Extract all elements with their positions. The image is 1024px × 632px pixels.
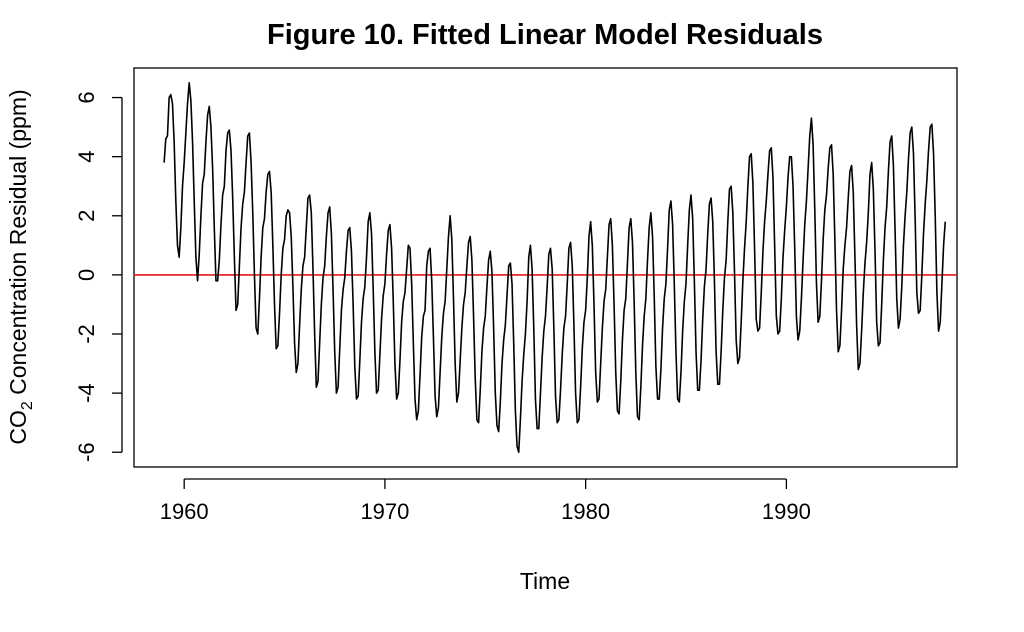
x-tick-label: 1990 bbox=[762, 499, 811, 524]
chart-title: Figure 10. Fitted Linear Model Residuals bbox=[267, 19, 823, 51]
x-axis-label: Time bbox=[520, 568, 570, 594]
x-axis: 1960 1970 1980 1990 bbox=[160, 478, 811, 524]
y-axis-label-suffix: Concentration Residual (ppm) bbox=[5, 89, 31, 401]
x-tick-label: 1970 bbox=[360, 499, 409, 524]
y-tick-label: 0 bbox=[74, 269, 99, 281]
y-tick-label: -4 bbox=[74, 383, 99, 403]
y-axis: -6 -4 -2 0 2 4 6 bbox=[74, 91, 123, 462]
y-tick-label: -6 bbox=[74, 442, 99, 462]
y-axis-label-subscript: 2 bbox=[19, 401, 36, 410]
x-tick-label: 1960 bbox=[160, 499, 209, 524]
series-line-residuals bbox=[163, 81, 947, 454]
y-tick-label: 6 bbox=[74, 91, 99, 103]
y-tick-label: 4 bbox=[74, 151, 99, 163]
y-axis-label: CO2 Concentration Residual (ppm) bbox=[5, 89, 36, 444]
x-tick-label: 1980 bbox=[561, 499, 610, 524]
y-tick-label: 2 bbox=[74, 210, 99, 222]
y-axis-label-prefix: CO bbox=[5, 410, 31, 445]
plot-frame bbox=[133, 67, 958, 468]
y-tick-label: -2 bbox=[74, 324, 99, 344]
